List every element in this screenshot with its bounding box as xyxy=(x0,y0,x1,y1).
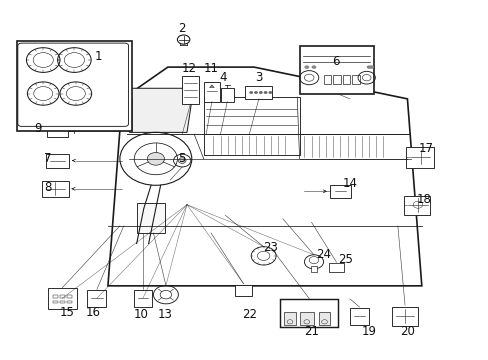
Bar xyxy=(204,82,219,102)
Bar xyxy=(245,86,272,99)
Text: 17: 17 xyxy=(418,142,433,155)
Text: 12: 12 xyxy=(182,62,197,75)
Text: 25: 25 xyxy=(337,253,352,266)
Circle shape xyxy=(249,91,253,94)
Circle shape xyxy=(304,66,308,69)
Circle shape xyxy=(311,66,316,69)
Text: 3: 3 xyxy=(255,71,262,84)
Bar xyxy=(403,195,429,215)
Text: 13: 13 xyxy=(158,307,173,320)
Text: 23: 23 xyxy=(263,240,278,253)
Bar xyxy=(60,295,64,298)
Bar xyxy=(67,295,72,298)
Bar xyxy=(182,76,199,104)
Bar xyxy=(391,307,417,327)
Text: 7: 7 xyxy=(44,152,52,165)
Text: 8: 8 xyxy=(44,181,52,194)
Bar xyxy=(283,312,296,325)
Bar xyxy=(332,75,340,84)
Bar xyxy=(351,75,359,84)
Text: 6: 6 xyxy=(331,55,339,68)
Circle shape xyxy=(268,91,272,94)
Bar xyxy=(17,41,132,131)
Bar xyxy=(319,312,329,325)
Text: 5: 5 xyxy=(178,152,185,165)
Bar xyxy=(41,181,68,197)
Text: 21: 21 xyxy=(304,325,319,338)
Bar xyxy=(328,263,344,272)
Bar xyxy=(67,301,72,303)
Bar xyxy=(323,75,330,84)
Text: 22: 22 xyxy=(241,307,256,320)
Bar xyxy=(53,301,58,303)
Bar xyxy=(234,285,252,296)
Circle shape xyxy=(258,91,262,94)
Text: 9: 9 xyxy=(35,122,42,135)
FancyBboxPatch shape xyxy=(203,97,299,155)
Bar xyxy=(299,312,313,325)
Text: 2: 2 xyxy=(178,22,185,35)
Text: 20: 20 xyxy=(399,325,414,338)
Polygon shape xyxy=(108,67,421,286)
Polygon shape xyxy=(124,88,191,132)
Bar xyxy=(60,301,64,303)
Bar xyxy=(220,88,233,102)
Text: 15: 15 xyxy=(60,306,75,319)
Text: 4: 4 xyxy=(219,71,226,84)
Circle shape xyxy=(366,66,371,69)
Circle shape xyxy=(178,158,185,163)
Text: 14: 14 xyxy=(342,177,357,190)
Bar xyxy=(134,290,151,307)
Text: 19: 19 xyxy=(361,325,376,338)
Bar xyxy=(299,46,373,94)
Bar xyxy=(46,153,69,168)
Bar xyxy=(87,290,106,307)
Bar xyxy=(310,266,316,273)
Bar xyxy=(406,147,433,168)
Text: 16: 16 xyxy=(86,306,101,319)
Text: 11: 11 xyxy=(203,62,218,75)
Text: 1: 1 xyxy=(94,50,102,63)
Text: 10: 10 xyxy=(134,307,149,320)
Circle shape xyxy=(368,66,373,69)
Bar xyxy=(342,75,350,84)
Polygon shape xyxy=(209,85,214,87)
Circle shape xyxy=(263,91,267,94)
Bar xyxy=(48,288,77,309)
Circle shape xyxy=(254,91,257,94)
Bar xyxy=(47,124,68,137)
Bar xyxy=(53,295,58,298)
Bar xyxy=(329,185,350,198)
Text: 18: 18 xyxy=(416,193,431,206)
Bar xyxy=(280,298,337,328)
Text: 24: 24 xyxy=(315,248,330,261)
Bar xyxy=(137,203,165,233)
Circle shape xyxy=(147,153,164,165)
Bar xyxy=(349,308,368,325)
